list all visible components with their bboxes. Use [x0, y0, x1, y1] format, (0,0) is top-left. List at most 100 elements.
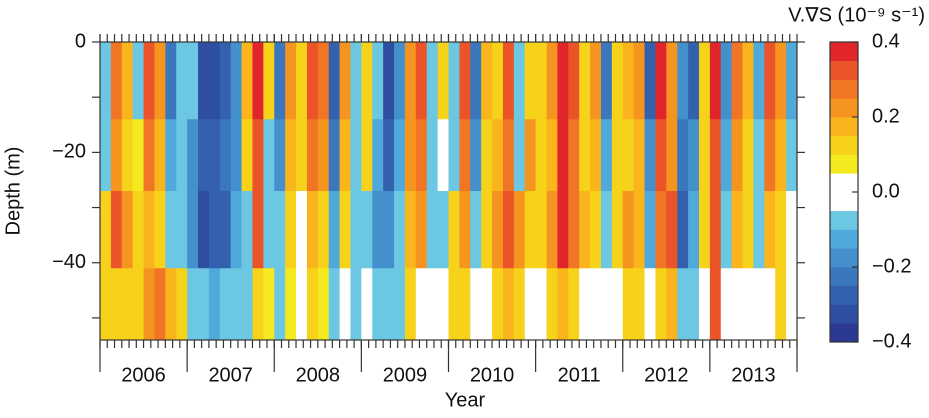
- cell: [306, 42, 319, 120]
- cell: [644, 119, 656, 192]
- cell: [753, 268, 765, 341]
- cell: [230, 268, 242, 341]
- cell: [339, 268, 351, 341]
- cell: [394, 268, 406, 341]
- cell: [198, 42, 210, 120]
- cell: [502, 268, 515, 341]
- cell: [600, 191, 613, 269]
- x-tick-label: 2009: [383, 364, 428, 386]
- cell: [121, 42, 134, 120]
- cell: [165, 119, 177, 192]
- cell: [110, 191, 123, 269]
- cell: [350, 119, 362, 192]
- cell: [372, 268, 384, 341]
- cell: [350, 268, 362, 341]
- cell: [698, 268, 711, 341]
- cell: [622, 42, 635, 120]
- cell: [339, 119, 351, 192]
- cell: [742, 268, 754, 341]
- cell: [198, 191, 210, 269]
- cell: [383, 42, 395, 120]
- cell: [328, 42, 340, 120]
- cell: [394, 42, 406, 120]
- colorbar-tick-label: −0.2: [872, 255, 911, 277]
- y-tick-label: −20: [52, 141, 86, 163]
- cell: [600, 42, 613, 120]
- cell: [470, 268, 482, 341]
- cell: [600, 119, 613, 192]
- cell: [775, 119, 787, 192]
- cell: [633, 119, 645, 192]
- cell: [165, 268, 177, 341]
- cell: [470, 191, 482, 269]
- cell: [579, 191, 591, 269]
- cell: [110, 42, 123, 120]
- cell: [317, 119, 330, 192]
- cell: [415, 268, 428, 341]
- cell: [143, 191, 155, 269]
- cell: [666, 191, 678, 269]
- cell: [121, 119, 134, 192]
- cell: [394, 119, 406, 192]
- cell: [154, 42, 166, 120]
- cell: [535, 119, 547, 192]
- cell: [296, 268, 308, 341]
- cell: [448, 119, 460, 192]
- cell: [720, 119, 733, 192]
- cell: [568, 191, 580, 269]
- cell: [502, 42, 515, 120]
- x-tick-label: 2011: [558, 364, 601, 386]
- cell: [372, 119, 384, 192]
- cell: [753, 42, 765, 120]
- cell: [252, 42, 264, 120]
- cell: [404, 268, 417, 341]
- cell: [448, 191, 460, 269]
- cell: [644, 42, 656, 120]
- cell: [187, 119, 199, 192]
- cell: [492, 191, 504, 269]
- cell: [590, 191, 602, 269]
- x-tick-label: 2006: [121, 364, 166, 386]
- cell: [274, 42, 286, 120]
- cell: [296, 42, 308, 120]
- cell: [709, 191, 722, 269]
- cell: [274, 268, 286, 341]
- cell: [317, 42, 330, 120]
- cell: [426, 268, 439, 341]
- cell: [372, 191, 384, 269]
- cell: [611, 191, 624, 269]
- cell: [110, 119, 123, 192]
- cell: [731, 42, 743, 120]
- cell: [110, 268, 123, 341]
- cell: [198, 268, 210, 341]
- cell: [317, 268, 330, 341]
- cell: [208, 42, 221, 120]
- cell: [426, 119, 439, 192]
- cell: [502, 191, 515, 269]
- cell: [568, 42, 580, 120]
- cell: [557, 268, 569, 341]
- cell: [285, 191, 297, 269]
- cell: [208, 119, 221, 192]
- colorbar-band: [830, 210, 858, 230]
- cell: [753, 119, 765, 192]
- colorbar-band: [830, 42, 858, 62]
- cell: [176, 119, 188, 192]
- cell: [143, 42, 155, 120]
- cell: [241, 42, 253, 120]
- cell: [198, 119, 210, 192]
- cell: [775, 191, 787, 269]
- cell: [546, 268, 558, 341]
- cell: [121, 191, 134, 269]
- cell: [383, 268, 395, 341]
- cell: [154, 119, 166, 192]
- cell: [459, 119, 471, 192]
- cell: [274, 191, 286, 269]
- cell: [176, 42, 188, 120]
- cell: [208, 268, 221, 341]
- colorbar-tick-label: 0.2: [872, 105, 900, 127]
- cell: [296, 191, 308, 269]
- cell: [394, 191, 406, 269]
- cell: [437, 42, 449, 120]
- cell: [361, 268, 373, 341]
